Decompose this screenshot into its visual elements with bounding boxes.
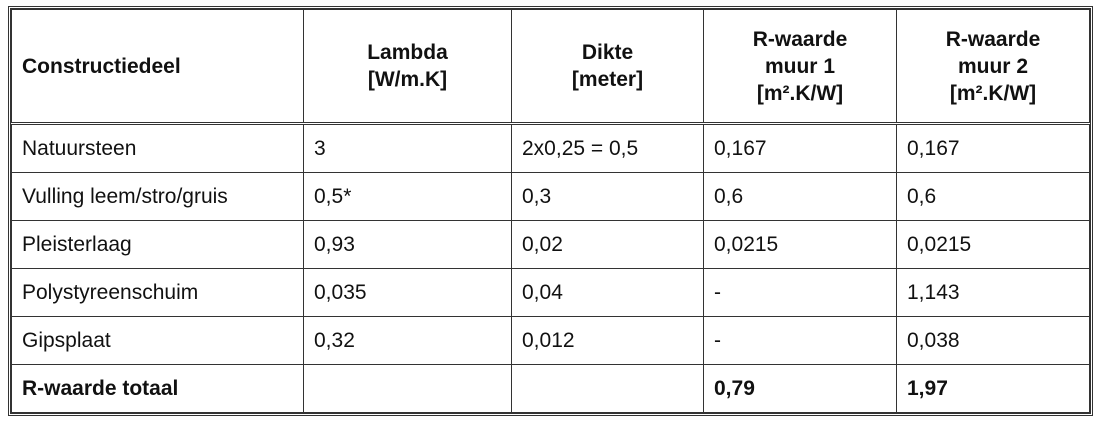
table-cell: 1,143 [896, 268, 1090, 317]
header-text: muur 1 [764, 54, 835, 78]
table-cell [303, 364, 512, 413]
table-cell: 0,6 [703, 172, 897, 221]
table: Constructiedeel Lambda [W/m.K] Dikte [meter]… [11, 9, 1090, 413]
header-row: Constructiedeel Lambda [W/m.K] Dikte [meter]… [11, 9, 1090, 125]
table-cell [511, 364, 704, 413]
table-cell: 0,93 [303, 220, 512, 269]
table-row: Vulling leem/stro/gruis 0,5* 0,3 0,6 0,6 [11, 172, 1090, 221]
table-cell: - [703, 316, 897, 365]
header-cell: R-waarde muur 1 [m².K/W] [703, 9, 897, 125]
table-cell: R-waarde totaal [11, 364, 304, 413]
header-text: [m².K/W] [756, 81, 844, 105]
table-cell: 0,167 [703, 123, 897, 173]
table-cell: 1,97 [896, 364, 1090, 413]
table-row: R-waarde totaal 0,79 1,97 [11, 364, 1090, 413]
header-text: [m².K/W] [949, 81, 1037, 105]
table-cell: 3 [303, 123, 512, 173]
table-cell: Polystyreenschuim [11, 268, 304, 317]
header-text: Constructiedeel [22, 54, 181, 78]
header-text: muur 2 [957, 54, 1028, 78]
header-text: R-waarde [945, 27, 1041, 51]
header-text: [W/m.K] [367, 68, 448, 91]
header-text: [meter] [571, 68, 644, 91]
table-frame: Constructiedeel Lambda [W/m.K] Dikte [meter]… [8, 6, 1093, 416]
table-cell: Pleisterlaag [11, 220, 304, 269]
header-text: R-waarde [752, 27, 848, 51]
header-cell: Dikte [meter] [511, 9, 704, 125]
table-cell: - [703, 268, 897, 317]
table-cell: 0,3 [511, 172, 704, 221]
table-cell: Gipsplaat [11, 316, 304, 365]
table-cell: 0,79 [703, 364, 897, 413]
table-row: Gipsplaat 0,32 0,012-0,038 [11, 316, 1090, 365]
table-cell: 0,167 [896, 123, 1090, 173]
table-cell: 0,02 [511, 220, 704, 269]
table-cell: 0,6 [896, 172, 1090, 221]
table-cell: 2x0,25 = 0,5 [511, 123, 704, 173]
table-cell: 0,0215 [896, 220, 1090, 269]
table-cell: 0,038 [896, 316, 1090, 365]
header-text: Dikte [581, 41, 634, 64]
table-cell: 0,04 [511, 268, 704, 317]
table-row: Pleisterlaag 0,93 0,02 0,0215 0,0215 [11, 220, 1090, 269]
table-cell: 0,012 [511, 316, 704, 365]
table-cell: 0,32 [303, 316, 512, 365]
table-row: Natuursteen 3 2x0,25 = 0,5 0,167 0,167 [11, 123, 1090, 173]
header-cell: Constructiedeel [11, 9, 304, 125]
header-cell: R-waarde muur 2 [m².K/W] [896, 9, 1090, 125]
table-row: Polystyreenschuim 0,035 0,04-1,143 [11, 268, 1090, 317]
table-cell: Natuursteen [11, 123, 304, 173]
table-cell: 0,5* [303, 172, 512, 221]
table-cell: 0,035 [303, 268, 512, 317]
header-cell: Lambda [W/m.K] [303, 9, 512, 125]
header-text: Lambda [367, 41, 448, 64]
table-cell: Vulling leem/stro/gruis [11, 172, 304, 221]
table-cell: 0,0215 [703, 220, 897, 269]
